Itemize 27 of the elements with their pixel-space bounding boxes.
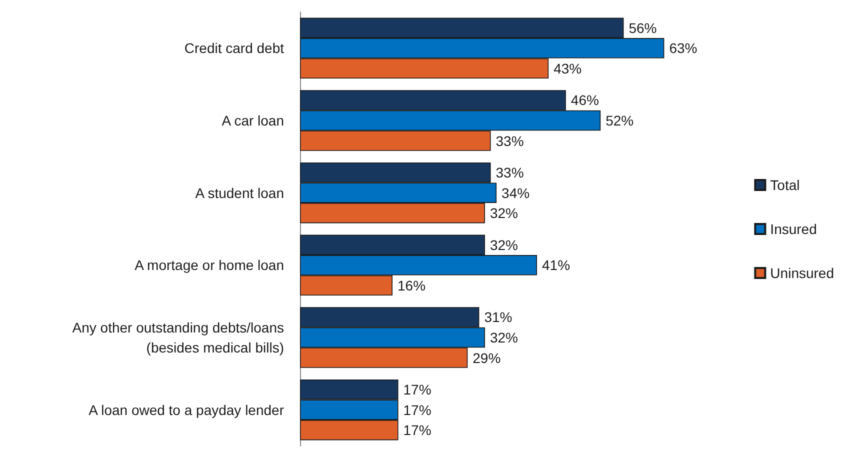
data-label: 32% bbox=[490, 330, 518, 346]
y-tick-label: A mortage or home loan bbox=[134, 257, 284, 274]
data-label: 33% bbox=[496, 164, 524, 181]
data-label: 63% bbox=[669, 40, 698, 56]
y-tick-label: A loan owed to a payday lender bbox=[88, 402, 284, 418]
data-label: 43% bbox=[554, 60, 582, 76]
data-label: 41% bbox=[542, 257, 570, 274]
data-label: 17% bbox=[403, 422, 432, 438]
legend-label: Insured bbox=[770, 221, 817, 237]
legend-label: Uninsured bbox=[770, 265, 834, 281]
legend-label: Total bbox=[770, 177, 800, 193]
data-label: 32% bbox=[490, 236, 518, 253]
y-tick-label: A car loan bbox=[222, 112, 284, 128]
data-label: 31% bbox=[484, 309, 512, 326]
data-label: 29% bbox=[472, 350, 501, 366]
data-label: 32% bbox=[490, 205, 518, 222]
data-label: 46% bbox=[570, 92, 599, 108]
y-tick-label: A student loan bbox=[195, 184, 284, 201]
data-label: 34% bbox=[502, 184, 530, 201]
y-tick-label: Credit card debt bbox=[184, 40, 284, 56]
data-label: 17% bbox=[403, 382, 432, 398]
data-label: 16% bbox=[397, 277, 426, 294]
data-label: 33% bbox=[496, 132, 524, 149]
data-label: 56% bbox=[628, 20, 657, 36]
y-tick-label: Any other outstanding debts/loans (besides medical bills) bbox=[72, 320, 284, 356]
data-label: 17% bbox=[403, 402, 432, 418]
data-label: 52% bbox=[606, 112, 634, 128]
